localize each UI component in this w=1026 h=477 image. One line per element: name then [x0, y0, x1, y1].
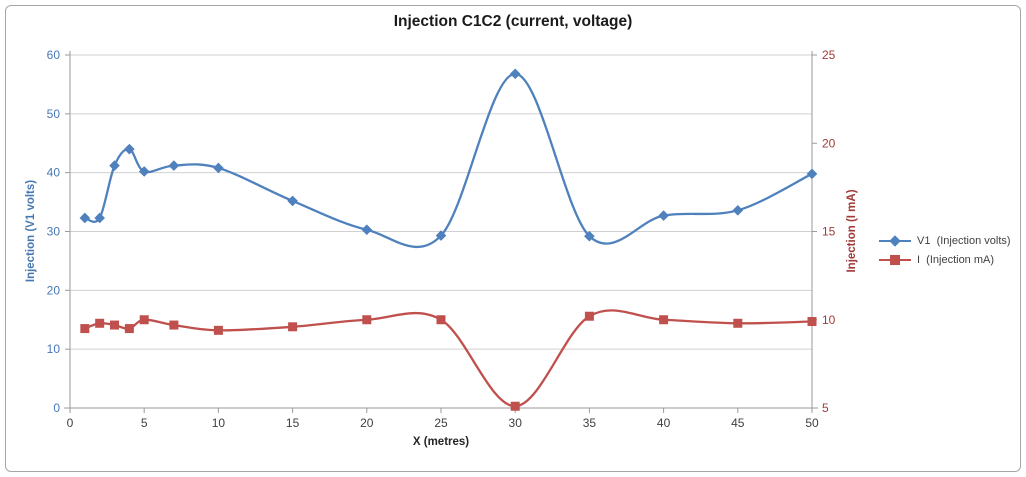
right-tick-label: 25 [822, 48, 836, 62]
data-point-diamond [584, 230, 595, 242]
legend-label-i: I (Injection mA) [917, 254, 995, 266]
data-point-diamond [94, 212, 105, 224]
data-point-square [733, 318, 743, 328]
data-point-square [80, 324, 90, 334]
x-tick-label: 45 [731, 416, 745, 430]
x-tick-label: 5 [141, 416, 148, 430]
x-tick-label: 40 [657, 416, 671, 430]
data-point-square [110, 320, 120, 330]
chart-title: Injection C1C2 (current, voltage) [393, 13, 633, 30]
data-point-square [584, 311, 594, 321]
data-point-square [659, 315, 669, 325]
data-point-diamond [509, 68, 521, 80]
x-tick-label: 20 [360, 416, 374, 430]
data-point-square [213, 325, 223, 335]
data-point-square [169, 320, 179, 330]
data-point-square [436, 315, 446, 325]
x-axis-title: X (metres) [412, 436, 470, 448]
data-point-diamond [124, 143, 135, 155]
left-tick-label: 50 [47, 107, 61, 121]
data-point-square [510, 401, 520, 411]
x-tick-label: 25 [434, 416, 448, 430]
data-point-square [139, 315, 149, 325]
legend-label-v1: V1 (Injection volts) [917, 235, 1011, 247]
series-line-0 [83, 72, 814, 249]
left-tick-label: 10 [47, 342, 61, 356]
left-tick-label: 0 [53, 401, 60, 415]
data-point-diamond [213, 162, 224, 174]
left-tick-label: 40 [47, 166, 61, 180]
left-tick-label: 30 [47, 225, 61, 239]
data-point-square [807, 317, 817, 327]
left-axis-title: Injection (V1 volts) [25, 179, 37, 283]
data-point-diamond [658, 210, 669, 221]
legend-line-square-icon [879, 255, 911, 265]
data-point-diamond [109, 160, 120, 171]
legend: V1 (Injection volts) I (Injection mA) [878, 235, 1011, 266]
legend-line-diamond-icon [879, 235, 911, 247]
x-tick-label: 0 [67, 416, 74, 430]
data-point-diamond [732, 205, 744, 216]
x-tick-label: 15 [286, 416, 300, 430]
data-point-square [288, 322, 298, 332]
data-point-diamond [806, 168, 818, 180]
data-point-diamond [435, 230, 447, 241]
left-tick-label: 20 [47, 283, 61, 297]
x-tick-label: 50 [805, 416, 819, 430]
data-point-square [124, 324, 134, 334]
series-line-1 [83, 309, 814, 408]
right-axis-title: Injection (I mA) [846, 189, 858, 273]
x-tick-label: 10 [212, 416, 226, 430]
data-point-diamond [168, 160, 180, 171]
right-tick-label: 5 [822, 401, 829, 415]
x-tick-label: 35 [583, 416, 597, 430]
right-tick-label: 20 [822, 136, 836, 150]
data-point-diamond [138, 166, 150, 177]
legend-item-i[interactable]: I (Injection mA) [878, 254, 1011, 266]
data-point-diamond [361, 224, 373, 236]
legend-item-v1[interactable]: V1 (Injection volts) [878, 235, 1011, 247]
right-tick-label: 10 [822, 313, 836, 327]
data-point-square [95, 318, 105, 328]
data-point-square [362, 315, 372, 325]
data-point-diamond [287, 195, 298, 207]
data-point-diamond [79, 212, 91, 224]
x-tick-label: 30 [509, 416, 523, 430]
right-tick-label: 15 [822, 225, 836, 239]
left-tick-label: 60 [47, 48, 61, 62]
